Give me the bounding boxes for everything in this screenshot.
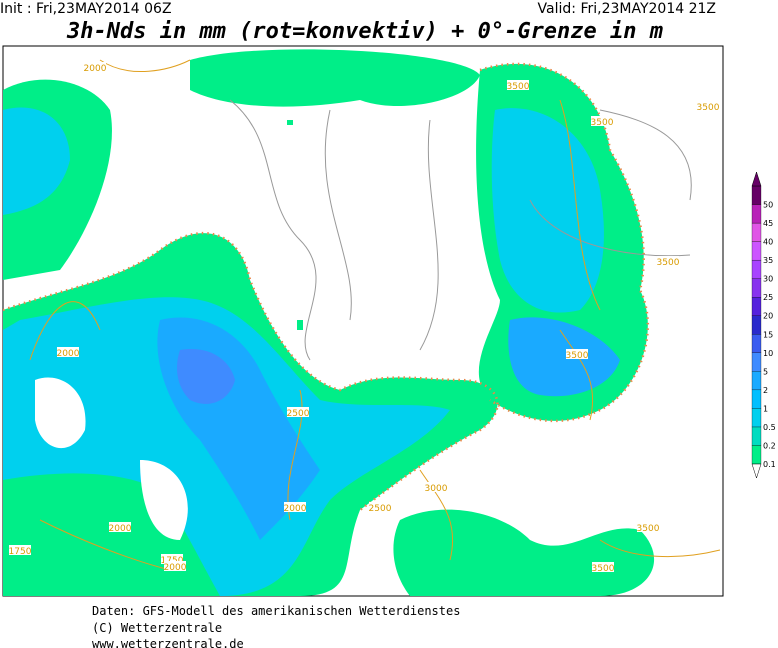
contour-label-bg (9, 545, 31, 555)
valid-time: Valid: Fri,23MAY2014 21Z (538, 1, 716, 17)
legend-swatch (751, 259, 762, 279)
contour-label-bg (637, 522, 659, 532)
legend-arrow (751, 463, 762, 479)
contour-label: 3500 (637, 524, 660, 534)
legend-swatch (751, 408, 762, 428)
legend-swatch (751, 315, 762, 335)
legend-label: 1 (763, 404, 768, 413)
legend-swatch (751, 426, 762, 446)
legend-swatch (751, 352, 762, 372)
contour-label-bg (697, 101, 719, 111)
legend-swatch (751, 334, 762, 353)
legend-swatch (751, 241, 762, 261)
contour-label: 2000 (84, 64, 107, 74)
legend-swatch (751, 204, 762, 224)
legend-label: 40 (763, 238, 773, 247)
contour-label: 2000 (164, 563, 187, 573)
legend-swatch (751, 445, 762, 465)
contour-label-bg (84, 62, 106, 72)
legend-swatch (751, 389, 762, 409)
legend-label: 15 (763, 330, 773, 339)
legend-swatch (751, 222, 762, 242)
contour-label: 2500 (369, 504, 392, 514)
contour-label: 1750 (9, 547, 32, 557)
contour-label: 2500 (287, 409, 310, 419)
contour-label: 2000 (284, 504, 307, 514)
contour-label: 2000 (57, 349, 80, 359)
footer-line: (C) Wetterzentrale (92, 621, 222, 635)
contour-label-bg (164, 561, 186, 571)
legend-label: 20 (763, 312, 773, 321)
contour-label-bg (287, 407, 309, 417)
contour-label-bg (284, 502, 306, 512)
legend-arrow (751, 171, 762, 187)
contour-label-bg (57, 347, 79, 357)
legend-label: 50 (763, 201, 773, 210)
contour-label-bg (591, 116, 613, 126)
contour-label: 3000 (425, 484, 448, 494)
contour-label-bg (657, 256, 679, 266)
contour-label-bg (507, 80, 529, 90)
contour-label: 3500 (592, 564, 615, 574)
legend-swatch (751, 278, 762, 298)
legend-label: 0.5 (763, 423, 776, 432)
init-time: Init : Fri,23MAY2014 06Z (0, 1, 172, 17)
footer-line: Daten: GFS-Modell des amerikanischen Wet… (92, 604, 460, 618)
legend-label: 5 (763, 367, 768, 376)
contour-label: 3500 (507, 82, 530, 92)
contour-label: 3500 (697, 103, 720, 113)
legend-swatch (751, 371, 762, 391)
contour-label-bg (425, 482, 447, 492)
legend-label: 30 (763, 275, 773, 284)
contour-label-bg (109, 522, 131, 532)
legend-label: 0.1 (763, 460, 776, 469)
map-title: 3h-Nds in mm (rot=konvektiv) + 0°-Grenze… (66, 19, 663, 44)
contour-label: 3500 (657, 258, 680, 268)
legend-label: 0.2 (763, 441, 776, 450)
legend-label: 2 (763, 386, 768, 395)
legend-label: 35 (763, 256, 773, 265)
legend-label: 45 (763, 219, 773, 228)
contour-label-bg (566, 349, 588, 359)
legend-swatch (751, 185, 762, 205)
contour-label: 3500 (591, 118, 614, 128)
map (2, 45, 724, 597)
footer-line: www.wetterzentrale.de (92, 637, 244, 648)
contour-label-bg (161, 554, 183, 564)
legend-label: 10 (763, 349, 773, 358)
contour-label: 3500 (566, 351, 589, 361)
legend-label: 25 (763, 293, 773, 302)
contour-label-bg (369, 502, 391, 512)
legend-swatch (751, 297, 762, 316)
contour-label-bg (592, 562, 614, 572)
contour-label: 2000 (109, 524, 132, 534)
